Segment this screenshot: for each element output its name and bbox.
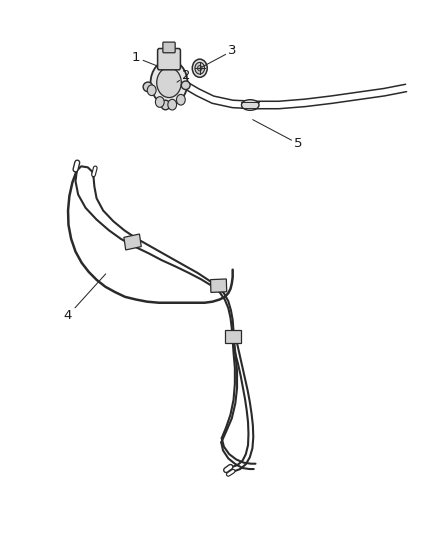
FancyBboxPatch shape <box>162 42 175 53</box>
Text: 5: 5 <box>252 119 302 150</box>
Text: 1: 1 <box>131 51 156 66</box>
Circle shape <box>155 96 164 107</box>
Circle shape <box>194 62 204 74</box>
Text: 4: 4 <box>64 274 106 322</box>
Ellipse shape <box>181 81 190 90</box>
Ellipse shape <box>161 100 170 110</box>
Polygon shape <box>210 279 226 293</box>
FancyBboxPatch shape <box>157 49 180 70</box>
Ellipse shape <box>241 100 258 110</box>
Polygon shape <box>224 330 240 343</box>
Circle shape <box>192 59 207 77</box>
Text: 3: 3 <box>202 44 237 67</box>
Circle shape <box>150 60 187 105</box>
Polygon shape <box>124 234 141 250</box>
Circle shape <box>176 94 185 105</box>
Circle shape <box>156 68 181 98</box>
Circle shape <box>167 99 176 110</box>
Ellipse shape <box>143 82 152 92</box>
Text: 2: 2 <box>177 69 191 82</box>
Circle shape <box>147 85 156 95</box>
Circle shape <box>197 66 201 71</box>
